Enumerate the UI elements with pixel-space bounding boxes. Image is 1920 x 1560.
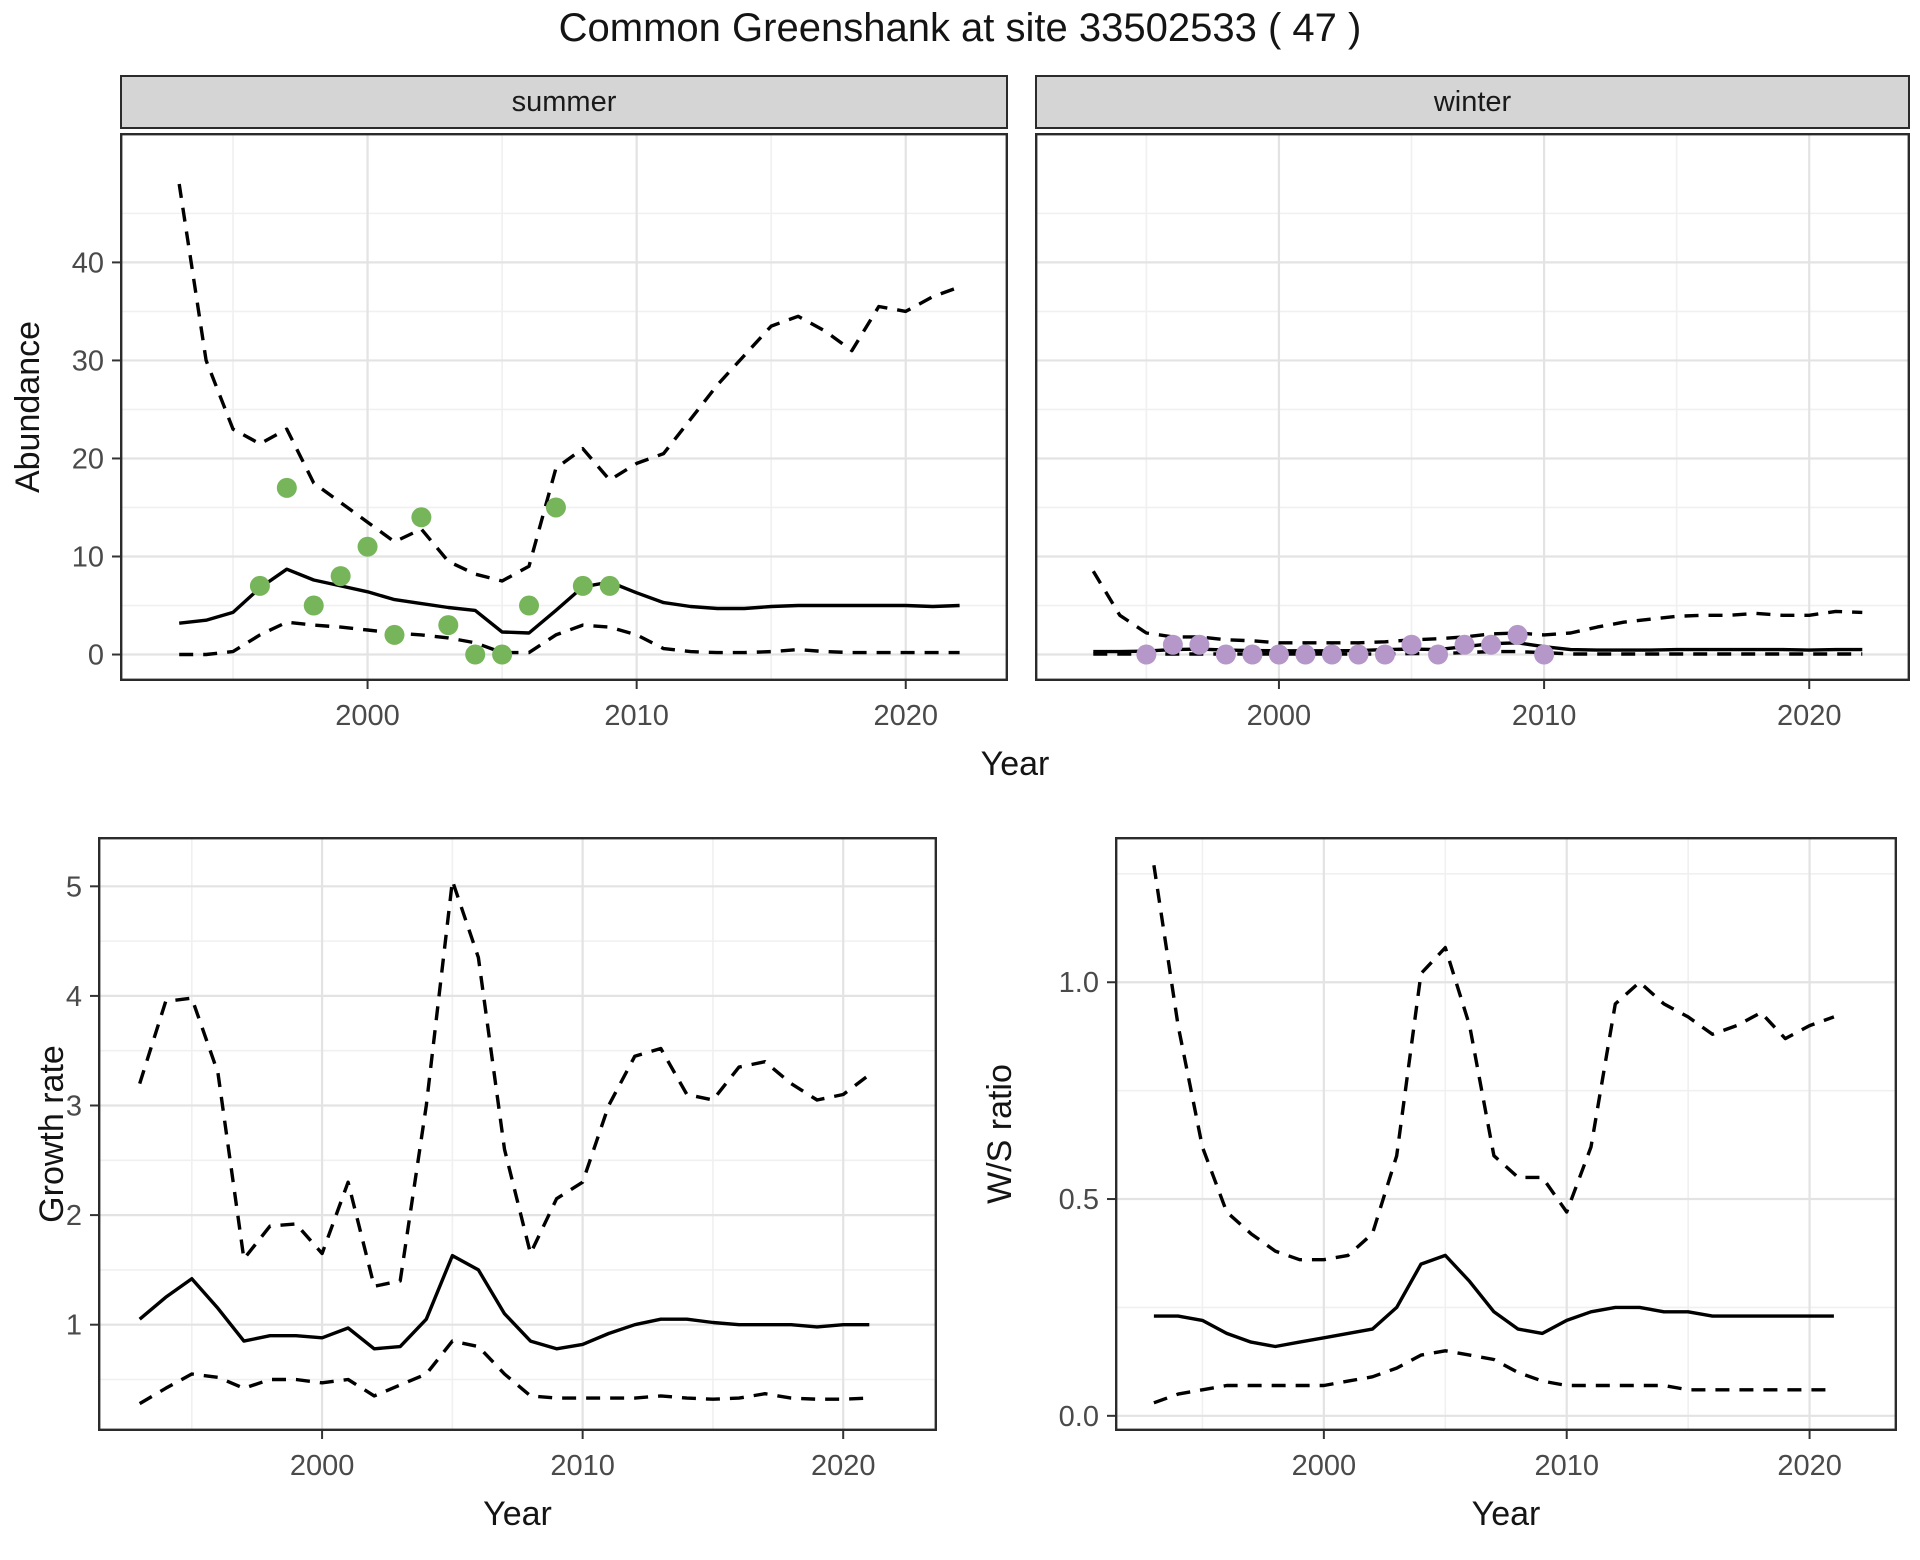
data-point bbox=[249, 575, 270, 596]
data-point bbox=[276, 477, 297, 498]
x-tick-label: 2010 bbox=[1534, 1450, 1599, 1482]
x-tick-label: 2020 bbox=[1777, 700, 1842, 732]
series-lower_95 bbox=[179, 620, 960, 657]
data-point bbox=[1401, 634, 1422, 655]
y-tick-label: 10 bbox=[72, 541, 104, 573]
data-point bbox=[438, 615, 459, 636]
y-tick-label: 0.0 bbox=[1059, 1401, 1099, 1433]
series-upper_95 bbox=[1152, 864, 1835, 1262]
y-tick-label: 3 bbox=[66, 1091, 82, 1123]
data-point bbox=[1321, 644, 1342, 665]
data-point bbox=[1136, 644, 1157, 665]
data-point bbox=[1189, 634, 1210, 655]
data-point bbox=[1375, 644, 1395, 665]
data-point bbox=[1162, 634, 1183, 655]
y-tick-label: 1 bbox=[66, 1310, 82, 1342]
data-point bbox=[465, 644, 486, 665]
facet-strip-winter: winter bbox=[1035, 75, 1910, 129]
y-tick-label: 5 bbox=[66, 871, 82, 903]
x-tick-label: 2000 bbox=[1247, 700, 1312, 732]
panel-ws-ratio: 2000 2010 2020 0.0 0.5 1.0 bbox=[1059, 837, 1897, 1482]
x-tick-label: 2000 bbox=[1292, 1450, 1357, 1482]
panel-summer-abundance: 2000 2010 2020 0 10 20 30 40 bbox=[72, 133, 1008, 732]
panel-growth-rate: 2000 2010 2020 1 2 3 4 5 bbox=[66, 837, 937, 1482]
y-tick-label: 30 bbox=[72, 345, 104, 377]
data-point bbox=[519, 595, 540, 616]
series-upper_95 bbox=[138, 879, 871, 1288]
data-point bbox=[1215, 644, 1236, 665]
data-point bbox=[1454, 634, 1475, 655]
panel-winter-abundance: 2000 2010 2020 bbox=[1035, 133, 1910, 732]
x-tick-label: 2020 bbox=[1777, 1450, 1842, 1482]
panel-background bbox=[120, 133, 1008, 681]
data-point bbox=[384, 624, 405, 645]
data-point bbox=[492, 644, 513, 665]
data-point bbox=[1481, 634, 1502, 655]
y-tick-label: 1.0 bbox=[1059, 967, 1099, 999]
data-point bbox=[545, 497, 566, 518]
panel-background bbox=[98, 837, 937, 1431]
y-axis-title-growth-rate: Growth rate bbox=[33, 1045, 71, 1223]
data-point bbox=[1534, 644, 1555, 665]
series-lower_95 bbox=[138, 1339, 870, 1406]
y-tick-label: 4 bbox=[66, 981, 82, 1013]
x-tick-label: 2010 bbox=[550, 1450, 615, 1482]
panel-border bbox=[1035, 133, 1910, 681]
facet-strip-winter-label: winter bbox=[1433, 85, 1512, 118]
series-median bbox=[1153, 1253, 1834, 1349]
panel-border bbox=[120, 133, 1008, 681]
x-tick-label: 2020 bbox=[811, 1450, 876, 1482]
x-tick-label: 2000 bbox=[335, 700, 400, 732]
series-lower_95 bbox=[1153, 1349, 1834, 1405]
y-tick-label: 0 bbox=[88, 640, 104, 672]
y-tick-label: 40 bbox=[72, 247, 104, 279]
panel-border bbox=[1115, 837, 1897, 1431]
data-point bbox=[303, 595, 324, 616]
facet-strip-summer: summer bbox=[120, 75, 1008, 129]
data-point bbox=[357, 536, 378, 557]
x-tick-label: 2010 bbox=[604, 700, 669, 732]
data-point bbox=[1348, 644, 1369, 665]
y-tick-label: 0.5 bbox=[1059, 1184, 1099, 1216]
x-axis-title-year-top: Year bbox=[980, 745, 1050, 783]
data-point bbox=[572, 575, 593, 596]
y-tick-label: 20 bbox=[72, 443, 104, 475]
data-point bbox=[1428, 644, 1449, 665]
series-upper_95 bbox=[177, 183, 961, 583]
data-point bbox=[330, 566, 351, 587]
y-axis-title-abundance: Abundance bbox=[9, 320, 47, 494]
data-point bbox=[1242, 644, 1263, 665]
y-axis-title-ws-ratio: W/S ratio bbox=[981, 1064, 1019, 1204]
data-point bbox=[599, 575, 620, 596]
facet-strip-summer-label: summer bbox=[511, 85, 617, 118]
data-point bbox=[1507, 624, 1528, 645]
chart-title: Common Greenshank at site 33502533 ( 47 … bbox=[558, 6, 1362, 50]
x-tick-label: 2010 bbox=[1512, 700, 1577, 732]
data-point bbox=[1295, 644, 1316, 665]
y-tick-label: 2 bbox=[66, 1200, 82, 1232]
x-axis-title-year-bottom-left: Year bbox=[483, 1495, 552, 1533]
series-median bbox=[138, 1253, 870, 1351]
series-median bbox=[179, 567, 960, 635]
panel-background bbox=[1035, 133, 1910, 681]
data-point bbox=[411, 507, 432, 528]
panel-background bbox=[1115, 837, 1897, 1431]
x-tick-label: 2020 bbox=[873, 700, 938, 732]
data-point bbox=[1268, 644, 1289, 665]
x-axis-title-year-bottom-right: Year bbox=[1471, 1495, 1541, 1533]
series-upper_95 bbox=[1091, 570, 1863, 645]
panel-border bbox=[98, 837, 937, 1431]
x-tick-label: 2000 bbox=[290, 1450, 355, 1482]
